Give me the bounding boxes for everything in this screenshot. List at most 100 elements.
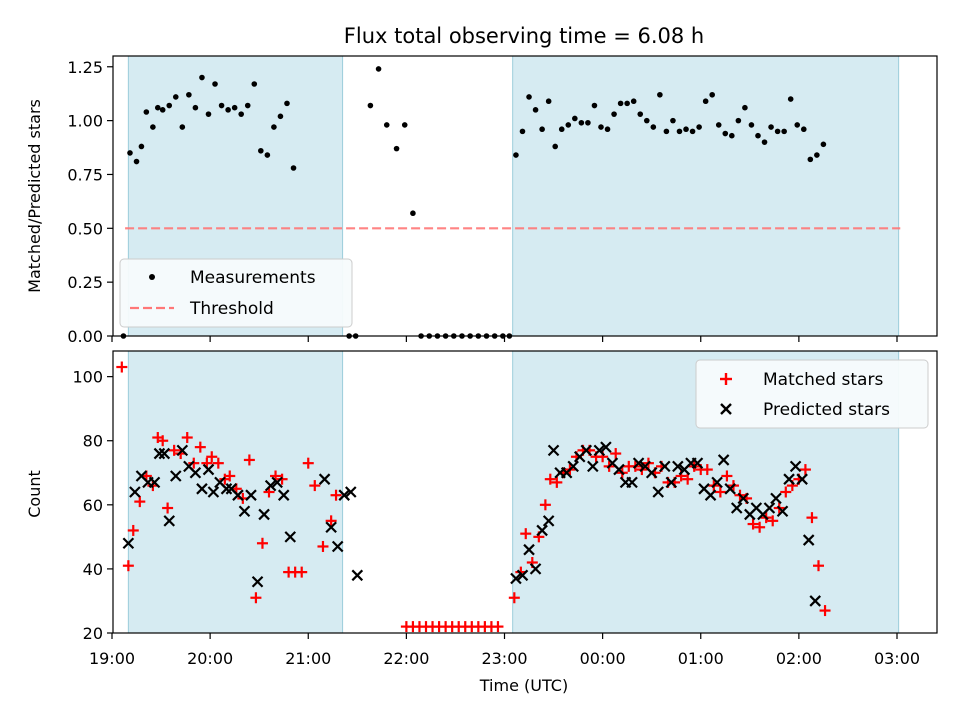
predicted-star-point <box>763 502 776 514</box>
matched-star-point <box>539 499 551 511</box>
bottom-legend-box <box>695 359 929 429</box>
matched-star-point <box>508 592 520 604</box>
predicted-star-point <box>516 569 529 582</box>
measurement-point <box>159 107 166 113</box>
measurement-point <box>166 102 173 109</box>
measurement-point <box>251 81 258 87</box>
matched-star-point <box>714 486 726 498</box>
matched-star-point <box>122 560 134 572</box>
y-tick-label: 0.75 <box>67 165 103 184</box>
predicted-star-point <box>704 489 717 501</box>
matched-star-point <box>116 361 128 373</box>
matched-star-point <box>194 441 206 453</box>
matched-star-point <box>492 621 504 633</box>
legend-predicted-marker <box>720 403 732 415</box>
legend-matched-label: Matched stars <box>763 370 883 390</box>
predicted-star-point <box>536 524 548 537</box>
top-legend-box <box>119 258 353 328</box>
predicted-star-point <box>331 540 344 553</box>
predicted-star-point <box>711 476 723 489</box>
measurement-point <box>715 122 722 128</box>
measurement-point <box>545 98 552 105</box>
predicted-star-point <box>789 460 802 473</box>
measurement-point <box>205 111 212 117</box>
predicted-star-point <box>202 463 215 476</box>
measurement-point <box>154 104 161 111</box>
predicted-star-point <box>207 486 220 498</box>
measurement-point <box>729 132 735 139</box>
predicted-star-point <box>717 454 730 466</box>
y-tick-label: 80 <box>83 432 103 451</box>
predicted-star-point <box>593 444 606 457</box>
measurement-point <box>552 143 558 150</box>
predicted-star-point <box>523 543 535 556</box>
measurement-point <box>585 119 591 126</box>
matched-star-point <box>767 515 779 527</box>
measurement-point <box>611 111 617 117</box>
matched-star-point <box>610 448 622 460</box>
predicted-star-point <box>665 476 678 489</box>
predicted-star-point <box>264 479 277 492</box>
x-tick-label: 03:00 <box>874 649 920 668</box>
predicted-star-point <box>277 489 290 501</box>
predicted-star-point <box>796 473 808 485</box>
predicted-star-point <box>809 595 822 607</box>
matched-star-point <box>701 464 713 476</box>
measurement-point <box>410 210 416 217</box>
measurement-point <box>722 130 729 137</box>
measurement-point <box>794 122 801 128</box>
measurement-point <box>218 102 225 109</box>
matched-star-point <box>551 476 563 488</box>
predicted-star-point <box>542 515 555 527</box>
predicted-star-point <box>691 457 704 469</box>
matched-star-point <box>127 524 139 536</box>
chart-title: Flux total observing time = 6.08 h <box>344 24 704 48</box>
x-tick-label: 19:00 <box>89 649 135 668</box>
measurement-point <box>138 143 145 150</box>
top-y-axis-label: Matched/Predicted stars <box>25 99 44 293</box>
predicted-star-point <box>351 569 364 582</box>
top-panel: 0.00 0.25 0.50 0.75 1.00 1.25 Matched/Predict… <box>25 55 938 346</box>
measurement-point <box>231 104 238 111</box>
matched-star-point <box>799 464 811 476</box>
measurement-point <box>800 126 807 133</box>
measurement-point <box>709 91 715 98</box>
measurement-point <box>133 158 140 165</box>
measurement-point <box>650 124 657 130</box>
matched-star-point <box>212 457 224 469</box>
predicted-star-point <box>802 534 815 546</box>
measurement-point <box>689 128 696 135</box>
matched-star-point <box>780 486 792 498</box>
predicted-star-point <box>737 492 750 505</box>
matched-star-point <box>157 435 169 447</box>
predicted-star-point <box>189 466 202 479</box>
matched-star-point <box>276 473 288 485</box>
measurement-point <box>186 91 192 98</box>
measurement-point <box>271 124 277 130</box>
predicted-star-point <box>153 447 166 460</box>
measurement-point <box>532 107 539 113</box>
measurement-point <box>630 98 637 105</box>
measurement-point <box>761 139 768 145</box>
matched-star-point <box>134 496 146 508</box>
bottom-axes-frame <box>112 350 938 634</box>
bottom-panel: 20 40 60 80 100 19:00 20:00 21:00 22:00 23:00 00:… <box>25 350 938 695</box>
y-tick-label: 100 <box>72 368 103 387</box>
matched-star-point <box>309 480 321 492</box>
predicted-star-point <box>770 492 782 505</box>
measurement-point <box>572 115 578 122</box>
measurement-point <box>264 152 271 158</box>
measurement-point <box>284 100 290 107</box>
bottom-legend: Matched stars Predicted stars <box>695 359 929 429</box>
y-tick-label: 0.00 <box>67 327 103 346</box>
legend-measurements-marker <box>149 274 155 280</box>
measurement-point <box>150 124 156 130</box>
legend-matched-marker <box>720 373 732 385</box>
matched-star-point <box>243 454 255 466</box>
predicted-star-point <box>318 473 331 485</box>
y-tick-label: 60 <box>83 496 103 515</box>
predicted-star-point <box>245 489 257 501</box>
shaded-interval <box>512 55 900 337</box>
predicted-star-point <box>258 508 270 521</box>
measurement-point <box>657 91 663 98</box>
